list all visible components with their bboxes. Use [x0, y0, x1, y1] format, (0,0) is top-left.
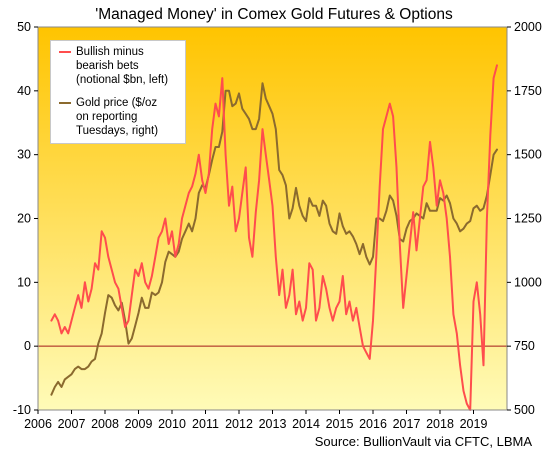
- y-right-tick-label: 750: [514, 339, 535, 353]
- source-note: Source: BullionVault via CFTC, LBMA: [314, 434, 532, 449]
- x-tick-label: 2007: [58, 417, 86, 431]
- x-tick-label: 2016: [359, 417, 387, 431]
- y-right-tick-label: 1250: [514, 212, 542, 226]
- legend-swatch-brown: [59, 102, 71, 104]
- y-right-tick-label: 500: [514, 403, 535, 417]
- x-tick-label: 2015: [326, 417, 354, 431]
- y-left-tick-label: 40: [17, 84, 31, 98]
- x-tick-label: 2008: [91, 417, 119, 431]
- chart-title: 'Managed Money' in Comex Gold Futures & …: [95, 6, 453, 23]
- legend-label: Bullish minus bearish bets (notional $bn…: [76, 46, 169, 86]
- x-tick-label: 2006: [24, 417, 52, 431]
- y-right-tick-label: 1000: [514, 275, 542, 289]
- x-tick-label: 2010: [158, 417, 186, 431]
- x-tick-label: 2013: [259, 417, 287, 431]
- y-left-tick-label: 50: [17, 20, 31, 34]
- x-tick-label: 2009: [125, 417, 153, 431]
- y-left-tick-label: 20: [17, 212, 31, 226]
- x-tick-label: 2017: [393, 417, 421, 431]
- y-left-tick-label: 30: [17, 148, 31, 162]
- x-tick-label: 2014: [292, 417, 320, 431]
- y-left-tick-label: -10: [13, 403, 31, 417]
- legend: Bullish minus bearish bets (notional $bn…: [50, 40, 186, 144]
- y-right-tick-label: 2000: [514, 20, 542, 34]
- x-tick-label: 2011: [192, 417, 219, 431]
- y-right-tick-label: 1750: [514, 84, 542, 98]
- legend-label: Gold price ($/oz on reporting Tuesdays, …: [76, 97, 159, 137]
- x-tick-label: 2019: [460, 417, 488, 431]
- legend-swatch-red: [59, 51, 71, 53]
- series-line-bullish-bets: [50, 64, 498, 411]
- y-right-tick-label: 1500: [514, 148, 542, 162]
- y-left-tick-label: 0: [24, 339, 31, 353]
- x-tick-label: 2012: [225, 417, 253, 431]
- y-left-tick-label: 10: [17, 275, 31, 289]
- x-tick-label: 2018: [426, 417, 454, 431]
